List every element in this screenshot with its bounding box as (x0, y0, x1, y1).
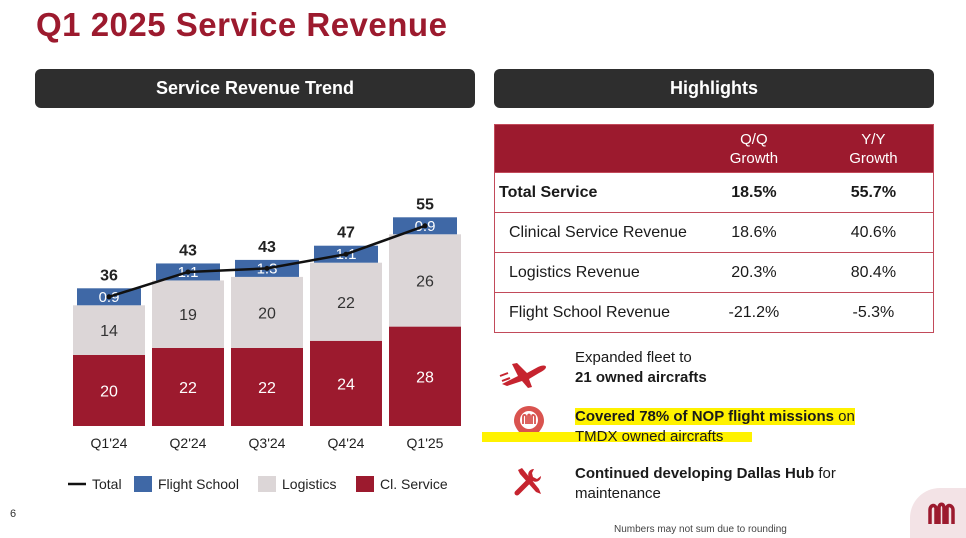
total-point (185, 269, 191, 275)
highlights-panel-header: Highlights (494, 69, 934, 108)
airplane-icon (499, 363, 546, 388)
data-label-logistics: 26 (416, 273, 434, 290)
legend-swatch (134, 476, 152, 492)
bar-logistics (152, 280, 224, 348)
data-label-logistics: 20 (258, 305, 276, 322)
qq-value: -21.2% (694, 292, 814, 333)
nop-bold-text: Covered 78% of NOP flight missions (575, 408, 834, 425)
highlight-marker (482, 432, 752, 442)
yy-value: 40.6% (813, 212, 934, 253)
nop-line1: Covered 78% of NOP flight missions on (575, 407, 855, 427)
growth-table: Q/Q Growth Y/Y Growth Total Service 18.5… (494, 124, 934, 333)
page-title: Q1 2025 Service Revenue (36, 6, 448, 43)
qq-value: 20.3% (694, 252, 814, 293)
yy-value: 80.4% (813, 252, 934, 293)
data-label-cl-service: 22 (179, 380, 197, 397)
bar-logistics (231, 276, 303, 348)
chart-panel-header: Service Revenue Trend (35, 69, 475, 108)
bar-logistics (310, 262, 382, 341)
nop-line2: TMDX owned aircrafts (575, 428, 724, 445)
row-label: Clinical Service Revenue (494, 212, 695, 253)
bar-cl-service (73, 355, 145, 426)
hub-bold-text: Continued developing Dallas Hub (575, 465, 815, 482)
qq-value: 18.6% (694, 212, 814, 253)
page-number: 6 (10, 508, 17, 520)
hub-line2: maintenance (575, 485, 661, 502)
data-label-logistics: 14 (100, 323, 118, 340)
bar-cl-service (389, 326, 461, 426)
data-label-total: 43 (258, 239, 276, 256)
data-label-total: 43 (179, 242, 197, 259)
total-point (106, 294, 112, 300)
row-label: Flight School Revenue (494, 292, 695, 333)
total-point (264, 265, 270, 271)
data-label-total: 36 (100, 267, 118, 284)
x-tick-label: Q3'24 (249, 435, 286, 451)
bar-cl-service (310, 340, 382, 426)
qq-header-text: Q/Q Growth (729, 130, 779, 167)
table-row: Total Service 18.5% 55.7% (494, 172, 934, 213)
table-row: Logistics Revenue 20.3% 80.4% (494, 252, 934, 293)
fleet-line1: Expanded fleet to (575, 349, 692, 366)
footnote: Numbers may not sum due to rounding (614, 524, 787, 535)
brand-logo-icon (928, 502, 955, 524)
bar-cl-service (231, 347, 303, 426)
table-header-qq: Q/Q Growth (694, 124, 814, 173)
data-label-cl-service: 22 (258, 380, 276, 397)
table-header-row: Q/Q Growth Y/Y Growth (494, 124, 934, 173)
data-label-logistics: 22 (337, 295, 355, 312)
qq-value: 18.5% (694, 172, 814, 213)
legend-label: Flight School (158, 476, 239, 492)
x-tick-label: Q2'24 (170, 435, 207, 451)
table-row: Flight School Revenue -21.2% -5.3% (494, 292, 934, 333)
yy-value: -5.3% (813, 292, 934, 333)
hub-note: Continued developing Dallas Hub for main… (575, 464, 836, 504)
total-point (422, 223, 428, 229)
yy-value: 55.7% (813, 172, 934, 213)
bar-logistics (73, 305, 145, 355)
nop-note: Covered 78% of NOP flight missions on TM… (575, 407, 855, 447)
nop-tail-text: on (833, 408, 855, 425)
hub-line1: Continued developing Dallas Hub for (575, 464, 836, 484)
legend-label: Logistics (282, 476, 336, 492)
row-label: Total Service (494, 172, 695, 213)
data-label-cl-service: 20 (100, 384, 118, 401)
row-label: Logistics Revenue (494, 252, 695, 293)
service-revenue-chart: 20140.936Q1'2422191.143Q2'2422201.343Q3'… (68, 196, 461, 492)
legend-label: Cl. Service (380, 476, 448, 492)
bar-cl-service (152, 347, 224, 426)
data-label-total: 47 (337, 225, 355, 242)
bar-logistics (389, 234, 461, 327)
table-header-yy: Y/Y Growth (813, 124, 934, 173)
data-label-total: 55 (416, 196, 434, 213)
fleet-note: Expanded fleet to 21 owned aircrafts (575, 348, 707, 388)
legend-swatch (356, 476, 374, 492)
data-label-cl-service: 24 (337, 376, 355, 393)
table-row: Clinical Service Revenue 18.6% 40.6% (494, 212, 934, 253)
legend-swatch (258, 476, 276, 492)
x-tick-label: Q4'24 (328, 435, 365, 451)
fleet-line2: 21 owned aircrafts (575, 369, 707, 386)
x-tick-label: Q1'25 (407, 435, 444, 451)
data-label-cl-service: 28 (416, 369, 434, 386)
hub-tail-text: for (814, 465, 836, 482)
yy-header-text: Y/Y Growth (849, 130, 898, 167)
table-header-blank (494, 124, 695, 173)
total-point (343, 251, 349, 257)
legend-label: Total (92, 476, 122, 492)
data-label-logistics: 19 (179, 307, 197, 324)
x-tick-label: Q1'24 (91, 435, 128, 451)
tools-icon (514, 468, 541, 496)
